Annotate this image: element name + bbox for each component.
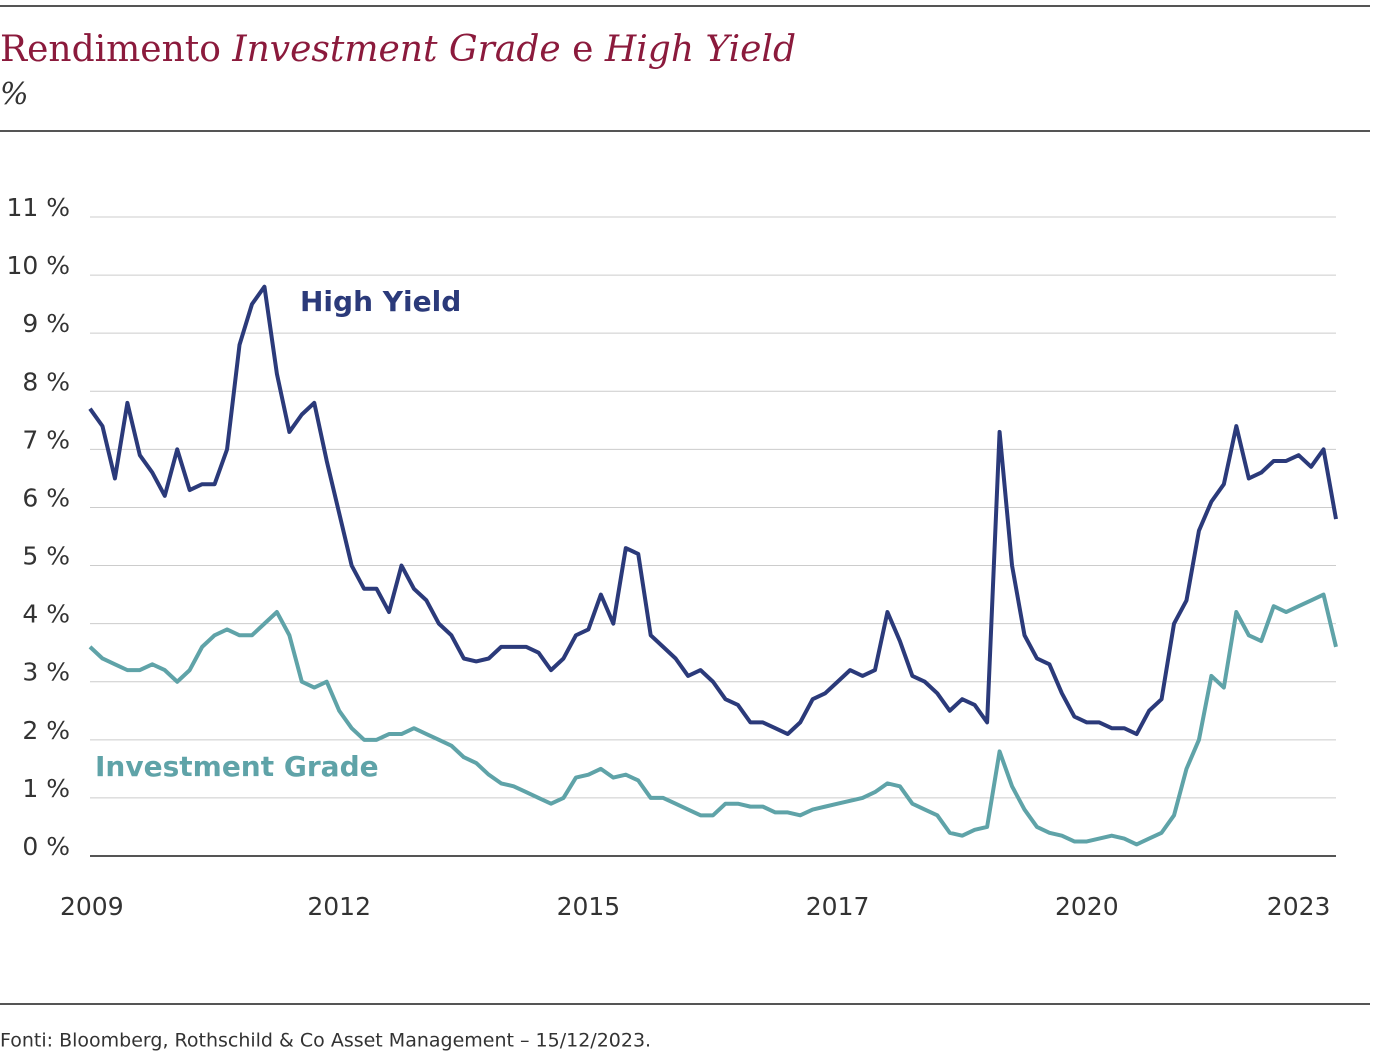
y-tick-label: 6 %	[22, 483, 70, 512]
line-series	[88, 284, 1338, 737]
title-part: High Yield	[604, 29, 796, 70]
line-series	[88, 592, 1338, 847]
series-label: Investment Grade	[95, 750, 379, 783]
x-tick-label: 2009	[60, 892, 124, 921]
y-tick-label: 3 %	[22, 658, 70, 687]
x-tick-label: 2023	[1267, 892, 1331, 921]
y-tick-label: 11 %	[6, 193, 70, 222]
series-label: High Yield	[300, 285, 461, 318]
x-tick-label: 2020	[1055, 892, 1119, 921]
title-part: Rendimento	[0, 29, 232, 70]
title-part: Investment Grade	[231, 29, 560, 70]
x-tick-label: 2012	[307, 892, 371, 921]
y-tick-label: 8 %	[22, 367, 70, 396]
y-tick-label: 4 %	[22, 600, 70, 629]
title-part: e	[561, 29, 605, 70]
y-tick-label: 0 %	[22, 832, 70, 861]
y-tick-label: 9 %	[22, 309, 70, 338]
y-tick-label: 1 %	[22, 774, 70, 803]
y-tick-label: 7 %	[22, 425, 70, 454]
x-tick-label: 2017	[806, 892, 870, 921]
source-note: Fonti: Bloomberg, Rothschild & Co Asset …	[0, 1030, 651, 1052]
y-tick-label: 5 %	[22, 542, 70, 571]
y-tick-label: 10 %	[6, 251, 70, 280]
y-tick-label: 2 %	[22, 716, 70, 745]
x-tick-label: 2015	[557, 892, 621, 921]
subtitle: %	[0, 77, 29, 112]
chart-title: Rendimento Investment Grade e High Yield	[0, 29, 796, 70]
